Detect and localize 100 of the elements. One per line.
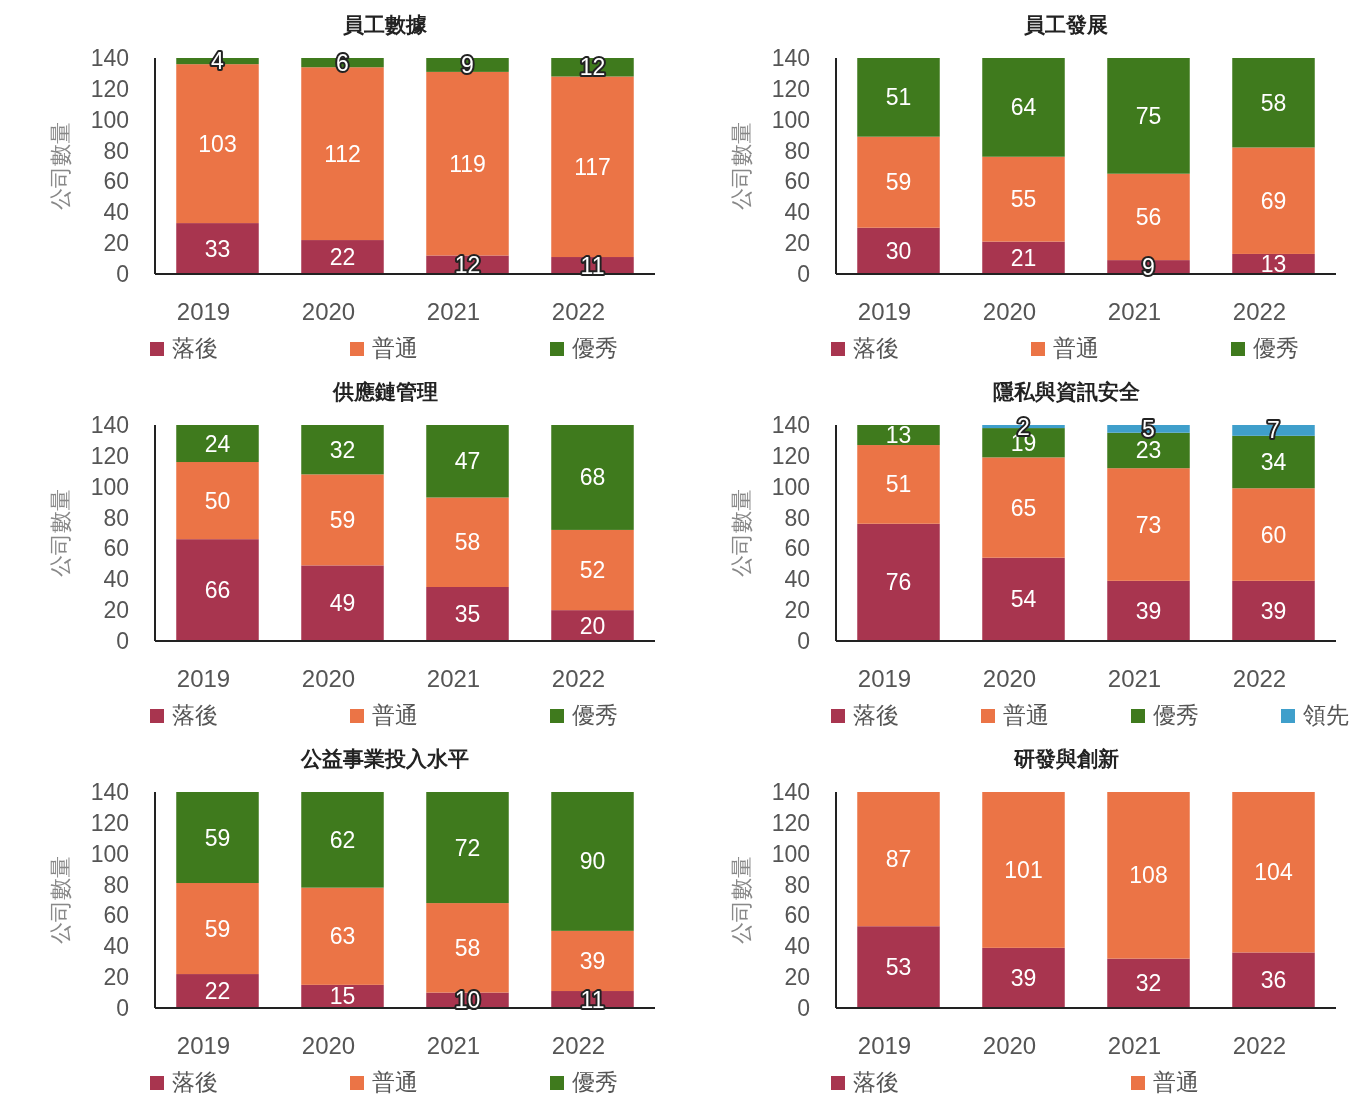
x-tick-label: 2019: [857, 665, 912, 692]
data-label: 39: [1135, 597, 1162, 624]
data-label: 39: [1260, 597, 1287, 624]
bar: [1232, 147, 1315, 254]
bar: [857, 136, 940, 228]
y-tick-label: 20: [103, 597, 129, 624]
y-tick-label: 140: [771, 779, 810, 805]
y-tick-label: 120: [771, 442, 810, 469]
y-tick-label: 20: [784, 597, 810, 624]
data-label: 62: [329, 826, 356, 853]
y-tick-label: 120: [771, 809, 810, 836]
bar: [982, 58, 1065, 157]
bar: [426, 587, 509, 641]
y-tick-label: 40: [103, 199, 129, 226]
y-tick-label: 40: [784, 199, 810, 226]
data-label: 52: [579, 557, 606, 584]
bar: [982, 241, 1065, 274]
data-label: 12: [579, 54, 606, 81]
bar: [1232, 488, 1315, 581]
y-tick-label: 140: [90, 779, 129, 805]
data-label: 9: [461, 51, 474, 78]
bar: [982, 792, 1065, 948]
y-axis-title: 公司數量: [729, 489, 754, 577]
x-tick-label: 2022: [1232, 298, 1287, 325]
x-tick-label: 2022: [551, 665, 606, 692]
bar: [982, 457, 1065, 558]
legend-label: 普通: [372, 702, 418, 728]
data-label: 35: [454, 601, 481, 627]
legend-label: 優秀: [572, 702, 618, 728]
bar: [551, 76, 634, 258]
y-tick-label: 80: [103, 504, 129, 531]
chart-title: 公益事業投入水平: [300, 747, 469, 770]
data-label: 75: [1135, 102, 1162, 129]
bar: [426, 497, 509, 587]
data-label: 112: [324, 140, 361, 167]
bar: [857, 523, 940, 641]
y-tick-label: 140: [771, 45, 810, 71]
bar: [982, 156, 1065, 242]
legend-label: 領先: [1303, 702, 1349, 728]
y-axis-title: 公司數量: [48, 489, 73, 577]
data-label: 119: [449, 150, 486, 177]
y-tick-label: 60: [103, 535, 129, 562]
chart-title: 供應鏈管理: [331, 380, 438, 403]
y-tick-label: 40: [784, 933, 810, 960]
x-tick-label: 2019: [857, 298, 912, 325]
data-label: 59: [329, 506, 356, 533]
data-label: 22: [329, 244, 356, 271]
y-tick-label: 80: [784, 504, 810, 531]
bar: [426, 903, 509, 993]
y-tick-label: 100: [90, 473, 129, 500]
y-tick-label: 100: [771, 473, 810, 500]
bar: [301, 474, 384, 566]
data-label: 58: [454, 529, 481, 556]
legend-label: 落後: [172, 702, 218, 728]
bar: [176, 883, 259, 975]
data-label: 13: [885, 422, 912, 449]
x-tick-label: 2022: [551, 298, 606, 325]
x-tick-label: 2021: [1107, 1032, 1162, 1059]
data-label: 101: [1004, 856, 1043, 883]
bar: [982, 947, 1065, 1008]
data-label: 13: [1260, 250, 1287, 277]
chart-title: 員工發展: [1023, 13, 1108, 36]
data-label: 65: [1010, 494, 1037, 521]
bar: [176, 462, 259, 540]
bar: [857, 926, 940, 1008]
legend-label: 普通: [1053, 335, 1099, 361]
data-label: 64: [1010, 94, 1037, 121]
y-tick-label: 120: [771, 75, 810, 102]
data-label: 58: [454, 934, 481, 961]
bar: [176, 539, 259, 641]
x-tick-label: 2020: [982, 665, 1037, 692]
bar: [1232, 792, 1315, 953]
bar: [301, 240, 384, 274]
x-tick-label: 2019: [176, 1032, 231, 1059]
x-tick-label: 2021: [1107, 298, 1162, 325]
y-tick-label: 100: [771, 840, 810, 867]
legend-label: 落後: [172, 1069, 218, 1095]
data-label: 59: [204, 824, 231, 851]
y-tick-label: 100: [90, 106, 129, 133]
y-tick-label: 20: [784, 964, 810, 991]
bar: [176, 792, 259, 884]
data-label: 49: [329, 590, 356, 617]
x-tick-label: 2019: [176, 665, 231, 692]
legend-label: 優秀: [572, 335, 618, 361]
x-tick-label: 2021: [426, 298, 481, 325]
data-label: 15: [329, 983, 356, 1010]
x-tick-label: 2020: [982, 1032, 1037, 1059]
bar: [1107, 792, 1190, 959]
data-label: 104: [1254, 859, 1293, 886]
data-label: 59: [204, 915, 231, 942]
data-label: 21: [1010, 244, 1037, 271]
bar: [176, 974, 259, 1008]
data-label: 117: [574, 153, 611, 180]
y-tick-label: 140: [90, 412, 129, 438]
data-label: 103: [198, 130, 237, 157]
y-axis-title: 公司數量: [729, 856, 754, 944]
y-tick-label: 20: [103, 230, 129, 257]
data-label: 108: [1129, 862, 1168, 889]
y-tick-label: 140: [771, 412, 810, 438]
data-label: 32: [1135, 970, 1162, 997]
